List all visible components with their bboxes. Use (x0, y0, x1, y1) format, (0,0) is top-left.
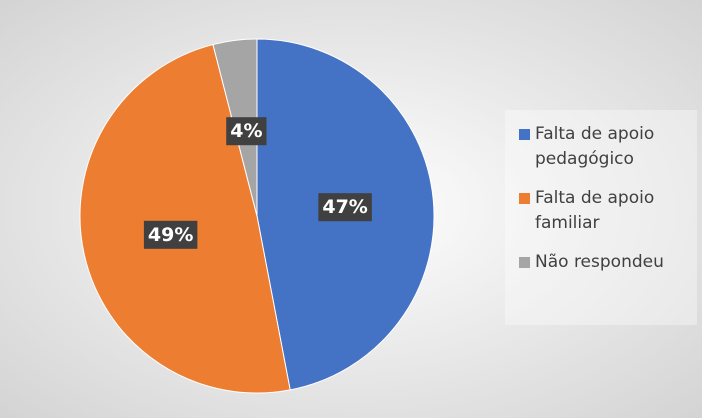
data-label: 49% (143, 220, 198, 249)
data-label-text: 4% (230, 120, 262, 142)
legend-label: Falta de apoio familiar (535, 188, 655, 233)
legend-swatch (519, 257, 530, 268)
data-label-text: 47% (322, 196, 367, 218)
legend-label: Não respondeu (535, 252, 664, 272)
data-label-box (226, 117, 267, 146)
data-label: 47% (318, 193, 372, 222)
pie-slice (79, 43, 291, 394)
legend-label: Falta de apoio pedagógico (535, 124, 655, 169)
legend-entry: Falta de apoio pedagógico (519, 122, 687, 172)
legend: Falta de apoio pedagógico Falta de apoio … (505, 110, 697, 325)
data-label-text: 49% (148, 224, 193, 246)
data-label: 4% (226, 117, 267, 146)
legend-entry: Não respondeu (519, 250, 687, 275)
legend-swatch (519, 193, 530, 204)
legend-entry: Falta de apoio familiar (519, 186, 687, 236)
data-label-box (143, 220, 198, 249)
data-label-box (318, 193, 372, 222)
legend-swatch (519, 129, 530, 140)
